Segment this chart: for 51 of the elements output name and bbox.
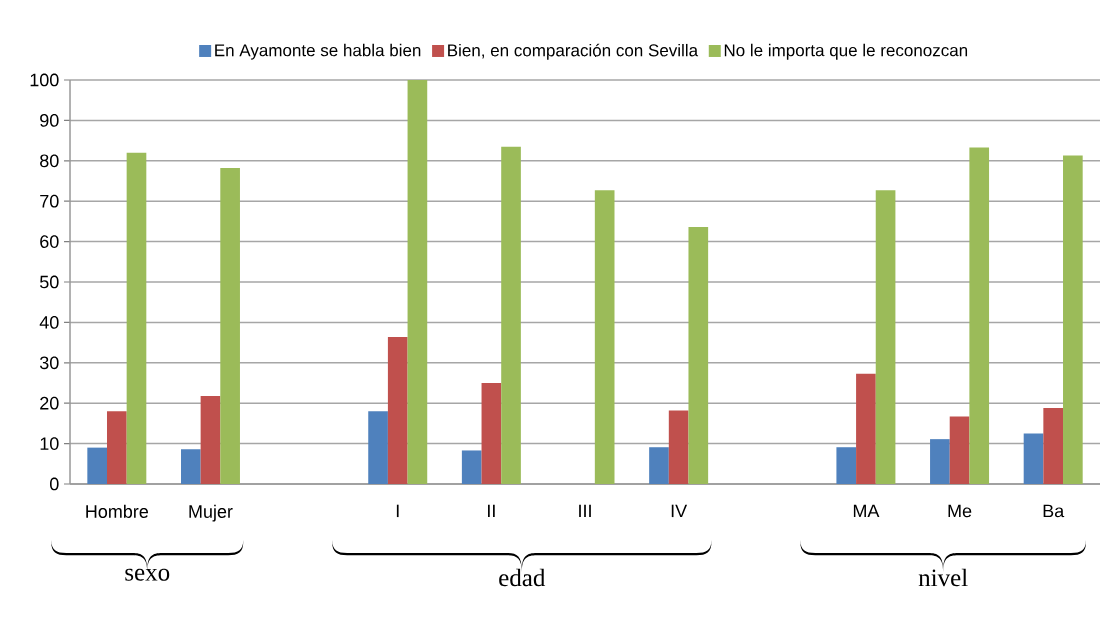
bar (949, 416, 970, 484)
y-tick-label: 100 (30, 73, 59, 87)
bar (481, 382, 502, 484)
bar (200, 395, 221, 484)
bar (875, 190, 896, 484)
bar (836, 447, 857, 484)
text: nivel (918, 568, 968, 587)
y-tick-label: 20 (40, 396, 59, 410)
bar (1063, 155, 1083, 484)
legend-label: En Ayamonte se habla bien (215, 43, 421, 60)
bar (126, 152, 147, 484)
bar (107, 411, 127, 484)
bar (461, 450, 482, 484)
x-tick-label: Ba (1043, 504, 1065, 518)
bar (501, 146, 521, 484)
bar (87, 447, 107, 484)
bar (180, 449, 201, 484)
legend-label: Bien, en comparación con Sevilla (448, 43, 699, 60)
bar (1023, 433, 1044, 484)
bar (649, 447, 669, 484)
x-tick-label: Hombre (86, 504, 149, 518)
y-tick-label: 70 (40, 194, 59, 208)
y-tick-label: 50 (39, 275, 59, 289)
y-tick-label: 90 (40, 114, 59, 127)
y-tick-label: 80 (40, 154, 59, 168)
bar (368, 411, 388, 484)
x-tick-label: MA (853, 504, 880, 518)
bar (407, 79, 428, 484)
text: sexo (125, 568, 170, 581)
x-tick-label: III (579, 504, 591, 518)
y-tick-label: 30 (39, 356, 59, 370)
bar (688, 227, 709, 484)
x-tick-label: IV (671, 504, 688, 518)
bar (594, 190, 615, 484)
bar (220, 168, 240, 484)
bar (668, 410, 689, 484)
y-tick-label: 60 (40, 235, 59, 248)
bar (969, 147, 990, 484)
x-tick-label: II (488, 504, 495, 518)
x-tick-label: Mujer (189, 504, 233, 522)
legend-label: No le importa que le reconozcan (724, 43, 968, 60)
y-tick-label: 0 (50, 477, 59, 491)
x-tick-label: Me (948, 504, 972, 518)
x-tick-label: I (396, 504, 399, 518)
bar (387, 336, 408, 484)
bar (856, 373, 876, 484)
bar (1043, 408, 1064, 484)
y-tick-label: 10 (40, 437, 59, 450)
text: edad (499, 568, 546, 587)
y-tick-label: 40 (39, 316, 59, 329)
bar (930, 439, 950, 484)
